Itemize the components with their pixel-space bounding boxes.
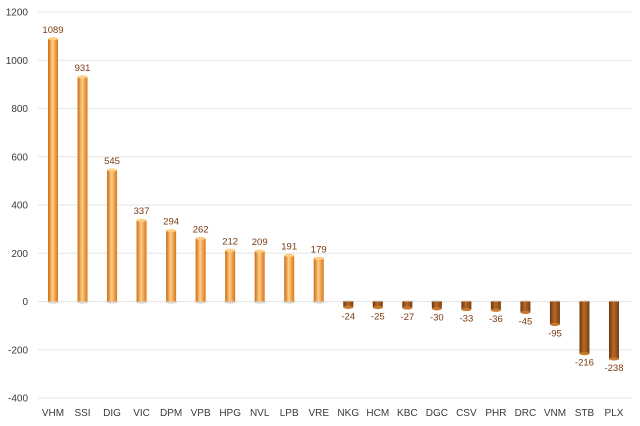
- y-tick-label: 400: [11, 201, 28, 212]
- data-label: 262: [193, 224, 209, 235]
- x-axis-category-labels: VHM SSI DIG VIC DPM VPB HPG NVL LPB VRE NKG HCM KBC D…: [42, 408, 624, 419]
- bar-cap: [609, 357, 619, 361]
- x-tick-label: STB: [575, 408, 595, 419]
- bar-cap: [520, 310, 531, 314]
- bar-cap: [77, 75, 88, 79]
- bar-nvl: [254, 251, 265, 302]
- x-tick-label: VIC: [133, 408, 150, 419]
- bar-cap: [107, 168, 118, 172]
- x-tick-label: DGC: [426, 408, 448, 419]
- data-label: -33: [460, 313, 474, 324]
- bar-cap: [431, 307, 442, 311]
- x-tick-label: DPM: [160, 408, 182, 419]
- x-tick-label: PLX: [605, 408, 624, 419]
- y-tick-label: -400: [8, 394, 28, 405]
- x-tick-label: DRC: [515, 408, 537, 419]
- data-label: 931: [75, 63, 91, 74]
- data-label: -95: [548, 328, 562, 339]
- bar-hpg: [225, 250, 236, 302]
- x-tick-label: HCM: [366, 408, 389, 419]
- x-tick-label: VPB: [191, 408, 211, 419]
- bar-vhm: [48, 38, 58, 302]
- data-label: 209: [252, 237, 268, 248]
- bar-cap: [284, 253, 295, 258]
- y-tick-label: 1200: [6, 8, 29, 19]
- data-label: 294: [163, 217, 179, 228]
- bar-kbc: [402, 301, 413, 309]
- y-axis-tick-labels: -400 -200 0 200 400 600 800 1000 1200: [6, 8, 29, 405]
- bar-dig: [107, 170, 118, 302]
- x-tick-label: VHM: [42, 408, 64, 419]
- x-tick-label: DIG: [103, 408, 121, 419]
- data-label: 212: [222, 236, 238, 247]
- bar-vre: [313, 258, 324, 302]
- bar-cap: [313, 256, 324, 260]
- data-label: -25: [371, 312, 385, 323]
- x-tick-label: LPB: [280, 408, 299, 419]
- bar-cap: [402, 306, 413, 310]
- bar-dpm: [166, 230, 177, 302]
- data-label: -27: [400, 312, 414, 323]
- bar-cap: [48, 37, 58, 41]
- data-label: 545: [104, 156, 120, 167]
- x-tick-label: PHR: [485, 408, 506, 419]
- bar-cap: [490, 308, 501, 312]
- data-label: -45: [519, 316, 533, 327]
- bar-cap: [549, 322, 560, 327]
- bar-cap: [461, 307, 472, 312]
- bar-lpb: [284, 255, 295, 302]
- data-label: 1089: [42, 25, 63, 36]
- data-label: -24: [341, 311, 355, 322]
- x-tick-label: KBC: [397, 408, 418, 419]
- bar-cap: [254, 249, 265, 253]
- bar-phr: [490, 301, 501, 311]
- x-tick-label: CSV: [456, 408, 477, 419]
- x-tick-label: HPG: [219, 408, 241, 419]
- data-label: -238: [604, 363, 623, 374]
- y-tick-label: 200: [11, 249, 28, 260]
- bar-cap: [166, 228, 177, 233]
- data-label: -36: [489, 314, 503, 325]
- bar-vic: [136, 220, 147, 302]
- y-tick-label: 0: [22, 297, 28, 308]
- data-label: 191: [281, 241, 297, 252]
- bar-dgc: [431, 301, 442, 309]
- bar-cap: [225, 248, 236, 252]
- y-tick-label: 800: [11, 104, 28, 115]
- bar-cap: [579, 352, 590, 356]
- bar-csv: [461, 301, 472, 310]
- bar-cap: [136, 218, 147, 222]
- bar-stb: [579, 301, 590, 354]
- y-tick-label: -200: [8, 345, 28, 356]
- x-tick-label: NKG: [337, 408, 359, 419]
- y-tick-label: 600: [11, 152, 28, 163]
- bar-ssi: [77, 76, 88, 302]
- bar-cap: [343, 305, 354, 309]
- bar-plx: [609, 301, 619, 359]
- data-label: -30: [430, 313, 444, 324]
- bar-vpb: [195, 238, 206, 302]
- bar-vnm: [549, 301, 560, 325]
- bar-cap: [372, 305, 383, 310]
- bars: [47, 37, 620, 361]
- data-label: -216: [575, 358, 594, 369]
- bar-cap: [195, 236, 206, 240]
- data-label: 179: [311, 244, 327, 255]
- data-labels: 1089 931 545 337 294 262 212 209 191 179 -24 -25 -27…: [42, 25, 623, 374]
- x-tick-label: VRE: [308, 408, 329, 419]
- bar-drc: [520, 301, 531, 313]
- y-tick-label: 1000: [6, 56, 29, 67]
- data-label: 337: [134, 206, 150, 217]
- gridlines: [38, 11, 632, 399]
- bar-nkg: [343, 301, 354, 308]
- x-tick-label: SSI: [74, 408, 90, 419]
- bar-hcm: [372, 301, 383, 308]
- x-tick-label: VNM: [544, 408, 566, 419]
- x-tick-label: NVL: [250, 408, 270, 419]
